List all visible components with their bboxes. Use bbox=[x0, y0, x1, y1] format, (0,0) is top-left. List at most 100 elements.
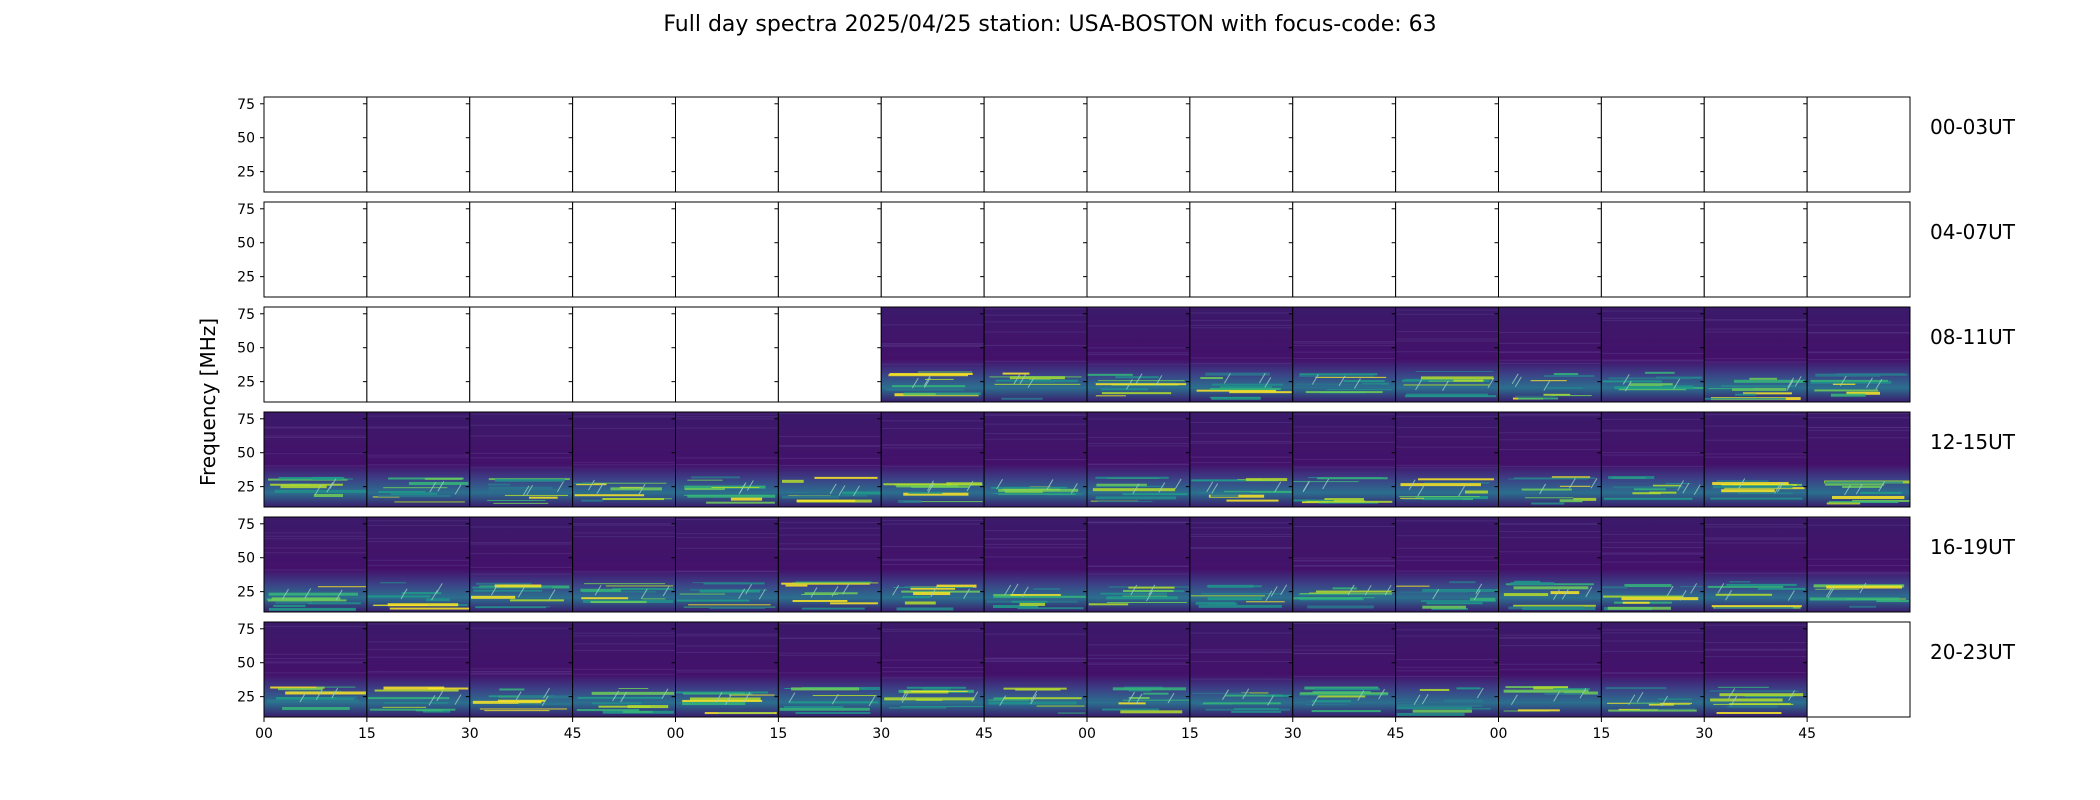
empty-panel bbox=[1395, 202, 1499, 297]
spectrum-panel bbox=[1597, 621, 1705, 718]
emission-streak bbox=[387, 603, 459, 607]
spectrum-panel bbox=[877, 516, 985, 613]
texture-line bbox=[469, 526, 573, 528]
texture-line bbox=[1807, 517, 1910, 519]
emission-streak bbox=[592, 702, 642, 705]
empty-panel bbox=[1189, 202, 1293, 297]
sweep-mark bbox=[1859, 582, 1867, 594]
sweep-mark bbox=[1222, 689, 1229, 700]
texture-line bbox=[264, 672, 367, 674]
emission-streak bbox=[1396, 712, 1465, 716]
sweep-mark bbox=[1786, 380, 1794, 391]
emission-streak bbox=[1608, 377, 1692, 380]
texture-line bbox=[1292, 565, 1396, 567]
sweep-mark bbox=[1794, 376, 1802, 387]
spectrum-panel bbox=[1700, 621, 1808, 718]
texture-line bbox=[572, 412, 676, 414]
spectrum-panel bbox=[1803, 201, 1911, 298]
emission-streak bbox=[1314, 688, 1380, 691]
texture-line bbox=[984, 547, 1087, 549]
texture-line bbox=[264, 547, 367, 549]
emission-streak bbox=[1814, 389, 1879, 392]
emission-streak bbox=[703, 582, 765, 585]
spectrum-panel bbox=[260, 96, 368, 193]
texture-line bbox=[1704, 425, 1808, 427]
emission-streak bbox=[888, 374, 968, 377]
texture-line bbox=[1601, 454, 1705, 456]
spectrum-panel bbox=[1700, 411, 1808, 508]
emission-streak bbox=[316, 686, 356, 688]
row-08-11UT bbox=[260, 306, 1911, 403]
sweep-mark bbox=[1717, 583, 1725, 594]
texture-line bbox=[366, 648, 470, 650]
sweep-mark bbox=[1510, 694, 1518, 706]
emission-streak bbox=[1307, 605, 1374, 609]
emission-streak bbox=[896, 607, 954, 611]
emission-streak bbox=[902, 596, 931, 599]
texture-line bbox=[1395, 520, 1499, 522]
y-tick-label: 75 bbox=[237, 307, 255, 323]
sweep-mark bbox=[930, 586, 938, 597]
emission-streak bbox=[1207, 584, 1254, 588]
texture-line bbox=[1498, 531, 1602, 533]
emission-streak bbox=[1300, 692, 1389, 694]
emission-streak bbox=[582, 591, 656, 593]
texture-line bbox=[366, 670, 470, 672]
panel-frame bbox=[1806, 306, 1911, 403]
emission-streak bbox=[998, 488, 1079, 492]
emission-streak bbox=[1400, 497, 1424, 499]
x-tick-label: 15 bbox=[1181, 726, 1199, 742]
texture-line bbox=[1292, 458, 1396, 460]
texture-line bbox=[1087, 622, 1190, 624]
emission-streak bbox=[1842, 485, 1882, 488]
emission-streak bbox=[581, 597, 629, 600]
empty-panel bbox=[572, 307, 676, 402]
texture-line bbox=[1498, 351, 1602, 353]
emission-streak bbox=[1102, 708, 1159, 711]
spectrum-panel bbox=[1391, 411, 1499, 508]
emission-streak bbox=[1198, 604, 1282, 608]
emission-streak bbox=[1852, 499, 1910, 502]
sweep-mark bbox=[514, 691, 522, 702]
texture-line bbox=[572, 536, 676, 538]
emission-streak bbox=[271, 597, 341, 601]
emission-streak bbox=[1209, 397, 1261, 399]
texture-line bbox=[572, 673, 676, 675]
spectrum-panel bbox=[671, 516, 779, 613]
texture-line bbox=[1704, 572, 1808, 574]
spectrum-panel bbox=[568, 516, 676, 613]
emission-streak bbox=[1716, 711, 1782, 714]
emission-streak bbox=[1095, 476, 1169, 479]
emission-streak bbox=[1608, 476, 1655, 480]
sweep-mark bbox=[1274, 481, 1282, 493]
sweep-mark bbox=[1135, 693, 1143, 704]
emission-streak bbox=[1846, 391, 1881, 395]
empty-panel bbox=[366, 202, 470, 297]
texture-line bbox=[1704, 412, 1808, 414]
texture-line bbox=[1807, 524, 1910, 526]
texture-line bbox=[572, 649, 676, 651]
texture-line bbox=[1498, 414, 1602, 416]
row-label: 16-19UT bbox=[1930, 535, 2016, 559]
texture-line bbox=[1807, 572, 1910, 574]
sweep-mark bbox=[1844, 484, 1851, 496]
emission-streak bbox=[487, 489, 558, 491]
sweep-mark bbox=[1590, 478, 1598, 489]
emission-streak bbox=[1241, 692, 1269, 694]
y-tick-label: 75 bbox=[237, 517, 255, 533]
sweep-mark bbox=[661, 688, 669, 700]
emission-streak bbox=[1332, 587, 1357, 590]
emission-streak bbox=[1011, 600, 1048, 603]
emission-streak bbox=[1202, 702, 1281, 705]
emission-streak bbox=[1415, 371, 1494, 373]
emission-streak bbox=[1810, 379, 1888, 382]
texture-line bbox=[572, 427, 676, 429]
texture-line bbox=[778, 548, 882, 550]
emission-streak bbox=[1421, 600, 1496, 603]
spectrum-background bbox=[984, 622, 1087, 717]
emission-streak bbox=[1749, 377, 1778, 380]
emission-streak bbox=[1826, 585, 1903, 589]
texture-line bbox=[1704, 358, 1808, 360]
texture-line bbox=[469, 670, 573, 672]
texture-line bbox=[366, 623, 470, 625]
